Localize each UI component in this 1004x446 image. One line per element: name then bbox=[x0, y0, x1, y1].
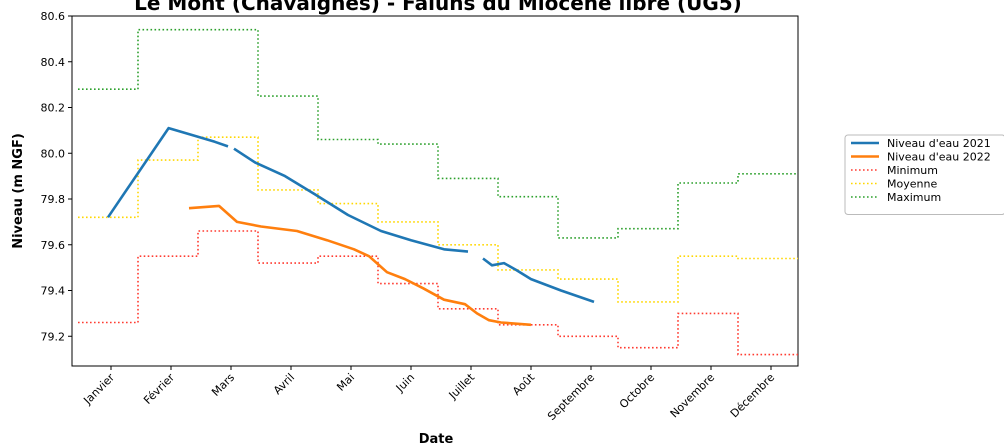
legend-label-niveau-d-eau-2021: Niveau d'eau 2021 bbox=[887, 137, 991, 150]
x-tick-label: Octobre bbox=[617, 371, 657, 411]
x-tick-label: Avril bbox=[271, 371, 297, 397]
legend-label-moyenne: Moyenne bbox=[887, 178, 937, 191]
y-tick-label: 80.0 bbox=[41, 147, 66, 160]
y-tick-label: 80.2 bbox=[41, 102, 66, 115]
series-niveau-d-eau-2021-line bbox=[106, 126, 229, 219]
x-tick-label: Juillet bbox=[446, 370, 478, 402]
legend-label-minimum: Minimum bbox=[887, 164, 938, 177]
x-tick-label: Mai bbox=[334, 371, 357, 394]
legend-frame bbox=[844, 134, 1004, 215]
series-niveau-d-eau-2021-line bbox=[482, 257, 595, 304]
series-moyenne-line bbox=[78, 136, 798, 303]
x-tick-label: Janvier bbox=[80, 371, 117, 408]
y-axis: 79.2 79.4 79.6 79.8 80.0 80.2 80.4 80.6 bbox=[41, 10, 72, 343]
y-tick-label: 79.2 bbox=[41, 330, 66, 343]
x-tick-label: Juin bbox=[393, 371, 417, 395]
chart-title: Le Mont (Chavaignes) - Faluns du Miocène… bbox=[134, 0, 742, 15]
series-maximum-line bbox=[78, 28, 798, 239]
x-tick-label: Novembre bbox=[668, 371, 718, 421]
series-group bbox=[78, 28, 798, 356]
x-tick-label: Février bbox=[141, 371, 177, 407]
y-tick-label: 80.6 bbox=[41, 10, 66, 23]
series-niveau-d-eau-2022-line bbox=[188, 204, 532, 327]
series-niveau-d-eau-2021-line bbox=[233, 147, 469, 253]
y-tick-label: 79.4 bbox=[41, 285, 66, 298]
x-axis: Janvier Février Mars Avril Mai Juin Juillet Aoû… bbox=[80, 366, 777, 423]
y-tick-label: 80.4 bbox=[41, 56, 66, 69]
x-tick-label: Août bbox=[510, 370, 538, 398]
y-tick-label: 79.8 bbox=[41, 193, 66, 206]
x-tick-label: Décembre bbox=[728, 371, 778, 421]
legend-label-niveau-d-eau-2022: Niveau d'eau 2022 bbox=[887, 151, 991, 164]
legend-label-maximum: Maximum bbox=[887, 191, 941, 204]
x-tick-label: Septembre bbox=[545, 371, 597, 423]
x-axis-title: Date bbox=[419, 432, 454, 446]
y-axis-title: Niveau (m NGF) bbox=[11, 133, 26, 249]
series-minimum-line bbox=[78, 230, 798, 356]
y-tick-label: 79.6 bbox=[41, 239, 66, 252]
x-tick-label: Mars bbox=[209, 371, 237, 399]
plot-frame bbox=[71, 15, 799, 367]
